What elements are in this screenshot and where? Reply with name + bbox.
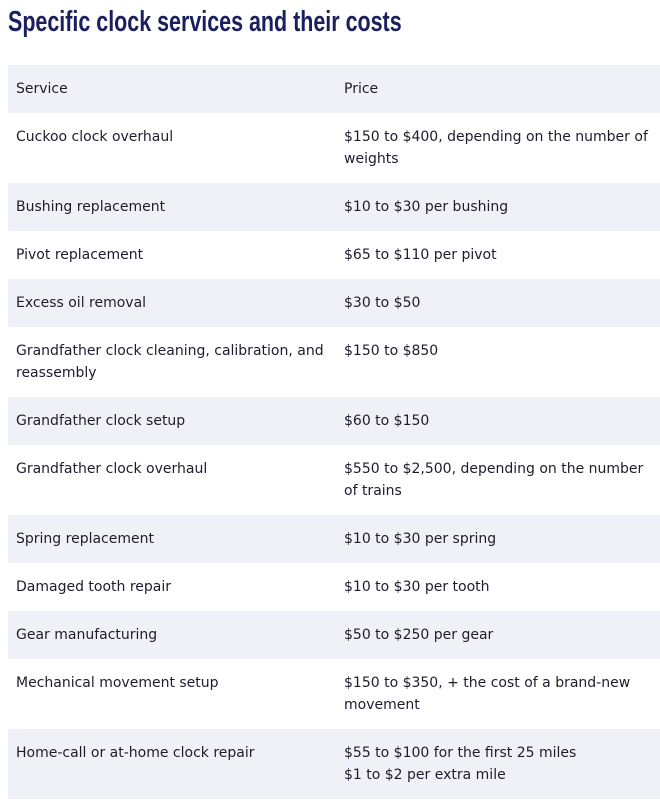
service-cell: Grandfather clock overhaul (16, 461, 208, 477)
table-row: Grandfather clock cleaning, calibration,… (8, 327, 660, 397)
price-cell: $55 to $100 for the first 25 miles $1 to … (336, 729, 660, 799)
header-row: Service Price (8, 65, 660, 113)
title: Specific clock services and their costs (8, 6, 402, 38)
service-cell: Grandfather clock cleaning, calibration,… (16, 343, 324, 381)
price-table: Service Price Cuckoo clock overhaul $150 to… (8, 65, 660, 799)
table-row: Damaged tooth repair $10 to $30 per tooth (8, 563, 660, 611)
cell-line: $1 to $2 per extra mile (344, 767, 506, 783)
price-cell: $550 to $2,500, depending on the number … (344, 461, 644, 499)
service-cell: Mechanical movement setup (16, 675, 219, 691)
price-cell: $10 to $30 per spring (336, 515, 660, 563)
table-row: Spring replacement $10 to $30 per spring (8, 515, 660, 563)
service-cell: Excess oil removal (8, 279, 336, 327)
table-row: Bushing replacement $10 to $30 per bushin… (8, 183, 660, 231)
table-row: Grandfather clock setup $60 to $150 (8, 397, 660, 445)
table-row: Cuckoo clock overhaul $150 to $400, depen… (8, 113, 660, 183)
price-cell: $60 to $150 (336, 397, 660, 445)
price-cell: $10 to $30 per tooth (344, 579, 490, 595)
table-row: Home-call or at-home clock repair $55 to … (8, 729, 660, 799)
service-cell: Damaged tooth repair (16, 579, 172, 595)
price-cell: $10 to $30 per bushing (336, 183, 660, 231)
price-cell: $150 to $400, depending on the number of… (344, 129, 648, 167)
service-cell: Grandfather clock setup (8, 397, 336, 445)
table-row: Grandfather clock overhaul $550 to $2,500… (8, 445, 660, 515)
service-cell: Cuckoo clock overhaul (16, 129, 174, 145)
service-cell: Home-call or at-home clock repair (8, 729, 336, 799)
service-cell: Gear manufacturing (8, 611, 336, 659)
service-cell: Pivot replacement (16, 247, 144, 263)
price-cell: $30 to $50 (336, 279, 660, 327)
price-cell: $65 to $110 per pivot (344, 247, 497, 263)
table-row: Excess oil removal $30 to $50 (8, 279, 660, 327)
price-cell: $50 to $250 per gear (336, 611, 660, 659)
table-row: Mechanical movement setup $150 to $350, +… (8, 659, 660, 729)
price-cell: $150 to $350, + the cost of a brand-new … (344, 675, 631, 713)
price-cell: Price (336, 65, 660, 113)
table-row: Pivot replacement $65 to $110 per pivot (8, 231, 660, 279)
service-cell: Bushing replacement (8, 183, 336, 231)
cell-line: $55 to $100 for the first 25 miles (344, 745, 577, 761)
service-cell: Service (8, 65, 336, 113)
service-cell: Spring replacement (8, 515, 336, 563)
table-row: Gear manufacturing $50 to $250 per gear (8, 611, 660, 659)
price-cell: $150 to $850 (344, 343, 439, 359)
